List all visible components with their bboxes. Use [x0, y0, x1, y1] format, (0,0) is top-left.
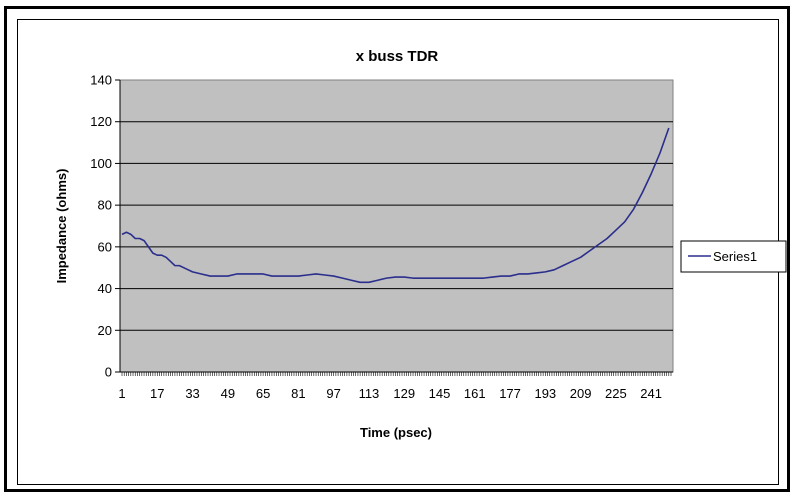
x-tick-label-97: 97: [326, 386, 340, 401]
plot-area: [119, 79, 674, 373]
x-axis: 1 17 33 49 65 81 97 113 129 145 161 177 193 209 225 241: [118, 371, 673, 401]
x-tick-label-33: 33: [185, 386, 199, 401]
x-tick-label-241: 241: [640, 386, 662, 401]
y-tick-label-140: 140: [90, 73, 112, 88]
x-tick-label-177: 177: [499, 386, 521, 401]
chart-title: x buss TDR: [356, 48, 439, 65]
x-tick-label-65: 65: [256, 386, 270, 401]
y-axis-label: Impedance (ohms): [54, 169, 69, 284]
series-line-series1: [121, 127, 670, 284]
x-tick-label-81: 81: [291, 386, 305, 401]
legend: Series1: [680, 240, 787, 273]
y-tick-label-60: 60: [98, 239, 112, 254]
y-axis: 0 20 40 60 80 100 120 140: [90, 73, 121, 380]
y-tick-label-100: 100: [90, 156, 112, 171]
y-tick-label-20: 20: [98, 323, 112, 338]
series-group: [121, 127, 670, 284]
x-tick-label-193: 193: [534, 386, 556, 401]
x-tick-label-1: 1: [118, 386, 125, 401]
y-tick-label-40: 40: [98, 281, 112, 296]
x-tick-label-17: 17: [150, 386, 164, 401]
x-tick-label-113: 113: [359, 386, 380, 401]
x-tick-label-161: 161: [464, 386, 486, 401]
y-tick-label-80: 80: [98, 198, 112, 213]
x-tick-label-49: 49: [221, 386, 235, 401]
legend-label-series1: Series1: [713, 249, 757, 264]
x-tick-label-129: 129: [393, 386, 415, 401]
gridlines: [120, 121, 673, 331]
x-tick-label-145: 145: [429, 386, 451, 401]
y-tick-label-120: 120: [90, 114, 112, 129]
x-tick-label-209: 209: [570, 386, 592, 401]
y-tick-label-0: 0: [105, 365, 112, 380]
x-tick-label-225: 225: [605, 386, 627, 401]
x-axis-label: Time (psec): [360, 425, 432, 440]
